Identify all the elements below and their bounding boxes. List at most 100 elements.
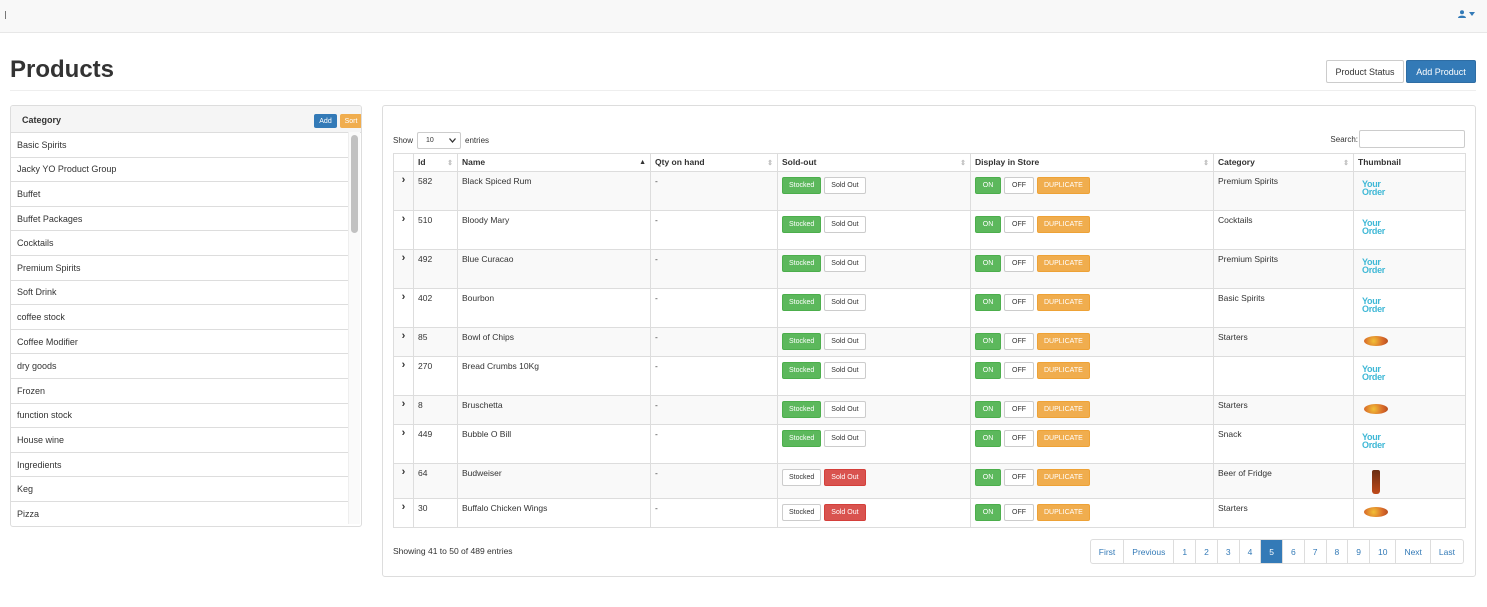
stocked-button[interactable]: Stocked [782,469,822,486]
duplicate-button[interactable]: DUPLICATE [1037,469,1090,486]
duplicate-button[interactable]: DUPLICATE [1037,294,1090,311]
category-item[interactable]: dry goods [11,354,359,379]
category-item[interactable]: Pizza [11,502,359,526]
duplicate-button[interactable]: DUPLICATE [1037,255,1090,272]
stocked-button[interactable]: Stocked [782,177,822,194]
display-off-button[interactable]: OFF [1004,430,1034,447]
duplicate-button[interactable]: DUPLICATE [1037,430,1090,447]
add-product-button[interactable]: Add Product [1406,60,1476,83]
pagination-8-button[interactable]: 8 [1325,540,1348,563]
stocked-button[interactable]: Stocked [782,255,822,272]
category-item[interactable]: Frozen [11,379,359,404]
category-item[interactable]: Premium Spirits [11,256,359,281]
display-off-button[interactable]: OFF [1004,216,1034,233]
expand-row-icon[interactable]: › [393,395,414,425]
search-input[interactable] [1359,130,1465,148]
sold-out-button[interactable]: Sold Out [824,362,866,379]
sold-out-button[interactable]: Sold Out [824,255,866,272]
sold-out-button[interactable]: Sold Out [824,294,866,311]
sold-out-button[interactable]: Sold Out [824,469,866,486]
add-category-button[interactable]: Add [314,114,337,128]
page-length-select[interactable]: 10 [417,132,462,149]
pagination-previous-button[interactable]: Previous [1123,540,1173,563]
pagination-10-button[interactable]: 10 [1368,540,1395,563]
category-item[interactable]: Jacky YO Product Group [11,158,359,183]
expand-row-icon[interactable]: › [393,288,414,328]
display-on-button[interactable]: ON [975,469,1001,486]
pagination-5-button[interactable]: 5 [1260,540,1283,563]
display-on-button[interactable]: ON [975,362,1001,379]
column-header-category[interactable]: Category ⇕ [1213,153,1354,172]
expand-row-icon[interactable]: › [393,424,414,464]
expand-row-icon[interactable]: › [393,171,414,211]
display-off-button[interactable]: OFF [1004,255,1034,272]
category-item[interactable]: Cocktails [11,231,359,256]
category-item[interactable]: coffee stock [11,305,359,330]
display-on-button[interactable]: ON [975,216,1001,233]
display-off-button[interactable]: OFF [1004,469,1034,486]
pagination-first-button[interactable]: First [1098,546,1116,557]
pagination-7-button[interactable]: 7 [1303,540,1326,563]
display-off-button[interactable]: OFF [1004,294,1034,311]
duplicate-button[interactable]: DUPLICATE [1037,177,1090,194]
stocked-button[interactable]: Stocked [782,362,822,379]
stocked-button[interactable]: Stocked [782,333,822,350]
stocked-button[interactable]: Stocked [782,430,822,447]
category-item[interactable]: Buffet [11,182,359,207]
column-header-qty[interactable]: Qty on hand ⇕ [650,153,778,172]
column-header-display[interactable]: Display in Store ⇕ [970,153,1214,172]
column-header-soldout[interactable]: Sold-out ⇕ [777,153,971,172]
category-item[interactable]: Soft Drink [11,281,359,306]
display-on-button[interactable]: ON [975,401,1001,418]
display-on-button[interactable]: ON [975,255,1001,272]
category-item[interactable]: Buffet Packages [11,207,359,232]
stocked-button[interactable]: Stocked [782,401,822,418]
duplicate-button[interactable]: DUPLICATE [1037,216,1090,233]
pagination-next-button[interactable]: Next [1395,540,1429,563]
product-status-button[interactable]: Product Status [1326,60,1404,83]
category-item[interactable]: Coffee Modifier [11,330,359,355]
display-on-button[interactable]: ON [975,333,1001,350]
sold-out-button[interactable]: Sold Out [824,401,866,418]
stocked-button[interactable]: Stocked [782,504,822,521]
pagination-1-button[interactable]: 1 [1173,540,1195,563]
sold-out-button[interactable]: Sold Out [824,333,866,350]
stocked-button[interactable]: Stocked [782,216,822,233]
expand-row-icon[interactable]: › [393,498,414,528]
category-item[interactable]: Basic Spirits [11,133,359,158]
sold-out-button[interactable]: Sold Out [824,430,866,447]
sold-out-button[interactable]: Sold Out [824,504,866,521]
sold-out-button[interactable]: Sold Out [824,177,866,194]
duplicate-button[interactable]: DUPLICATE [1037,362,1090,379]
category-item[interactable]: Ingredients [11,453,359,478]
display-off-button[interactable]: OFF [1004,333,1034,350]
display-off-button[interactable]: OFF [1004,362,1034,379]
display-off-button[interactable]: OFF [1004,177,1034,194]
duplicate-button[interactable]: DUPLICATE [1037,504,1090,521]
category-scrollbar-thumb[interactable] [351,135,358,233]
pagination-2-button[interactable]: 2 [1195,540,1217,563]
display-on-button[interactable]: ON [975,430,1001,447]
duplicate-button[interactable]: DUPLICATE [1037,333,1090,350]
display-on-button[interactable]: ON [975,177,1001,194]
expand-row-icon[interactable]: › [393,210,414,250]
duplicate-button[interactable]: DUPLICATE [1037,401,1090,418]
pagination-3-button[interactable]: 3 [1216,540,1239,563]
column-header-name[interactable]: Name ▲ [457,153,651,172]
expand-row-icon[interactable]: › [393,356,414,396]
display-off-button[interactable]: OFF [1004,401,1034,418]
display-on-button[interactable]: ON [975,504,1001,521]
pagination-last-button[interactable]: Last [1429,540,1463,563]
pagination-6-button[interactable]: 6 [1282,540,1304,563]
pagination-9-button[interactable]: 9 [1347,540,1369,563]
expand-row-icon[interactable]: › [393,463,414,499]
display-on-button[interactable]: ON [975,294,1001,311]
column-header-id[interactable]: Id ⇕ [413,153,458,172]
category-item[interactable]: Keg [11,477,359,502]
expand-row-icon[interactable]: › [393,327,414,357]
display-off-button[interactable]: OFF [1004,504,1034,521]
category-item[interactable]: House wine [11,428,359,453]
expand-row-icon[interactable]: › [393,249,414,289]
sold-out-button[interactable]: Sold Out [824,216,866,233]
sort-category-button[interactable]: Sort [340,114,361,128]
